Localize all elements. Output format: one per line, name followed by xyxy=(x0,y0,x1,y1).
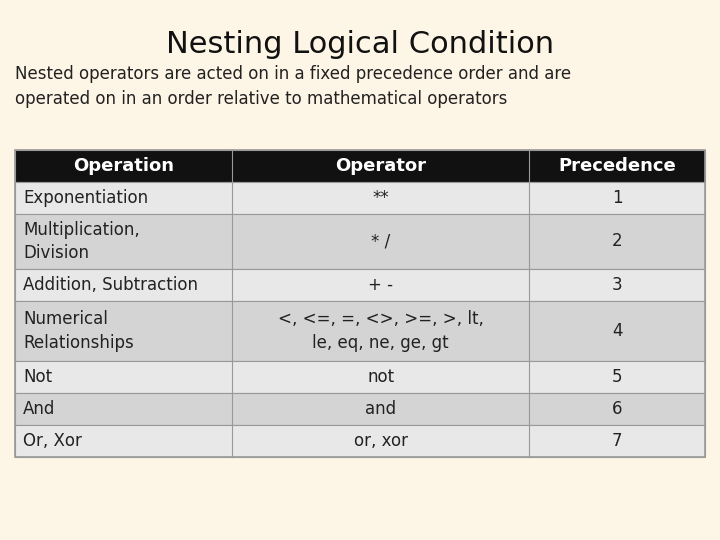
FancyBboxPatch shape xyxy=(15,301,705,361)
Text: And: And xyxy=(23,400,55,418)
Text: 5: 5 xyxy=(612,368,622,386)
FancyBboxPatch shape xyxy=(15,393,705,425)
Text: 6: 6 xyxy=(612,400,622,418)
Text: Or, Xor: Or, Xor xyxy=(23,432,82,450)
Text: not: not xyxy=(367,368,395,386)
Text: 7: 7 xyxy=(612,432,622,450)
Text: Nesting Logical Condition: Nesting Logical Condition xyxy=(166,30,554,59)
FancyBboxPatch shape xyxy=(15,361,705,393)
Text: Not: Not xyxy=(23,368,52,386)
Text: 2: 2 xyxy=(612,233,622,251)
Text: 3: 3 xyxy=(612,276,622,294)
Text: Precedence: Precedence xyxy=(558,157,676,175)
Text: Multiplication,
Division: Multiplication, Division xyxy=(23,221,140,262)
Text: Operation: Operation xyxy=(73,157,174,175)
Text: + -: + - xyxy=(368,276,393,294)
Text: 1: 1 xyxy=(612,189,622,207)
Text: * /: * / xyxy=(371,233,390,251)
Text: <, <=, =, <>, >=, >, lt,
le, eq, ne, ge, gt: <, <=, =, <>, >=, >, lt, le, eq, ne, ge,… xyxy=(278,310,484,352)
FancyBboxPatch shape xyxy=(15,150,705,182)
Text: and: and xyxy=(365,400,396,418)
Text: Numerical
Relationships: Numerical Relationships xyxy=(23,310,134,352)
FancyBboxPatch shape xyxy=(15,425,705,457)
FancyBboxPatch shape xyxy=(15,269,705,301)
Text: Addition, Subtraction: Addition, Subtraction xyxy=(23,276,198,294)
Text: **: ** xyxy=(372,189,389,207)
Text: 4: 4 xyxy=(612,322,622,340)
Text: Nested operators are acted on in a fixed precedence order and are
operated on in: Nested operators are acted on in a fixed… xyxy=(15,65,571,108)
FancyBboxPatch shape xyxy=(15,214,705,269)
Text: Exponentiation: Exponentiation xyxy=(23,189,148,207)
Text: or, xor: or, xor xyxy=(354,432,408,450)
FancyBboxPatch shape xyxy=(15,182,705,214)
Text: Operator: Operator xyxy=(336,157,426,175)
